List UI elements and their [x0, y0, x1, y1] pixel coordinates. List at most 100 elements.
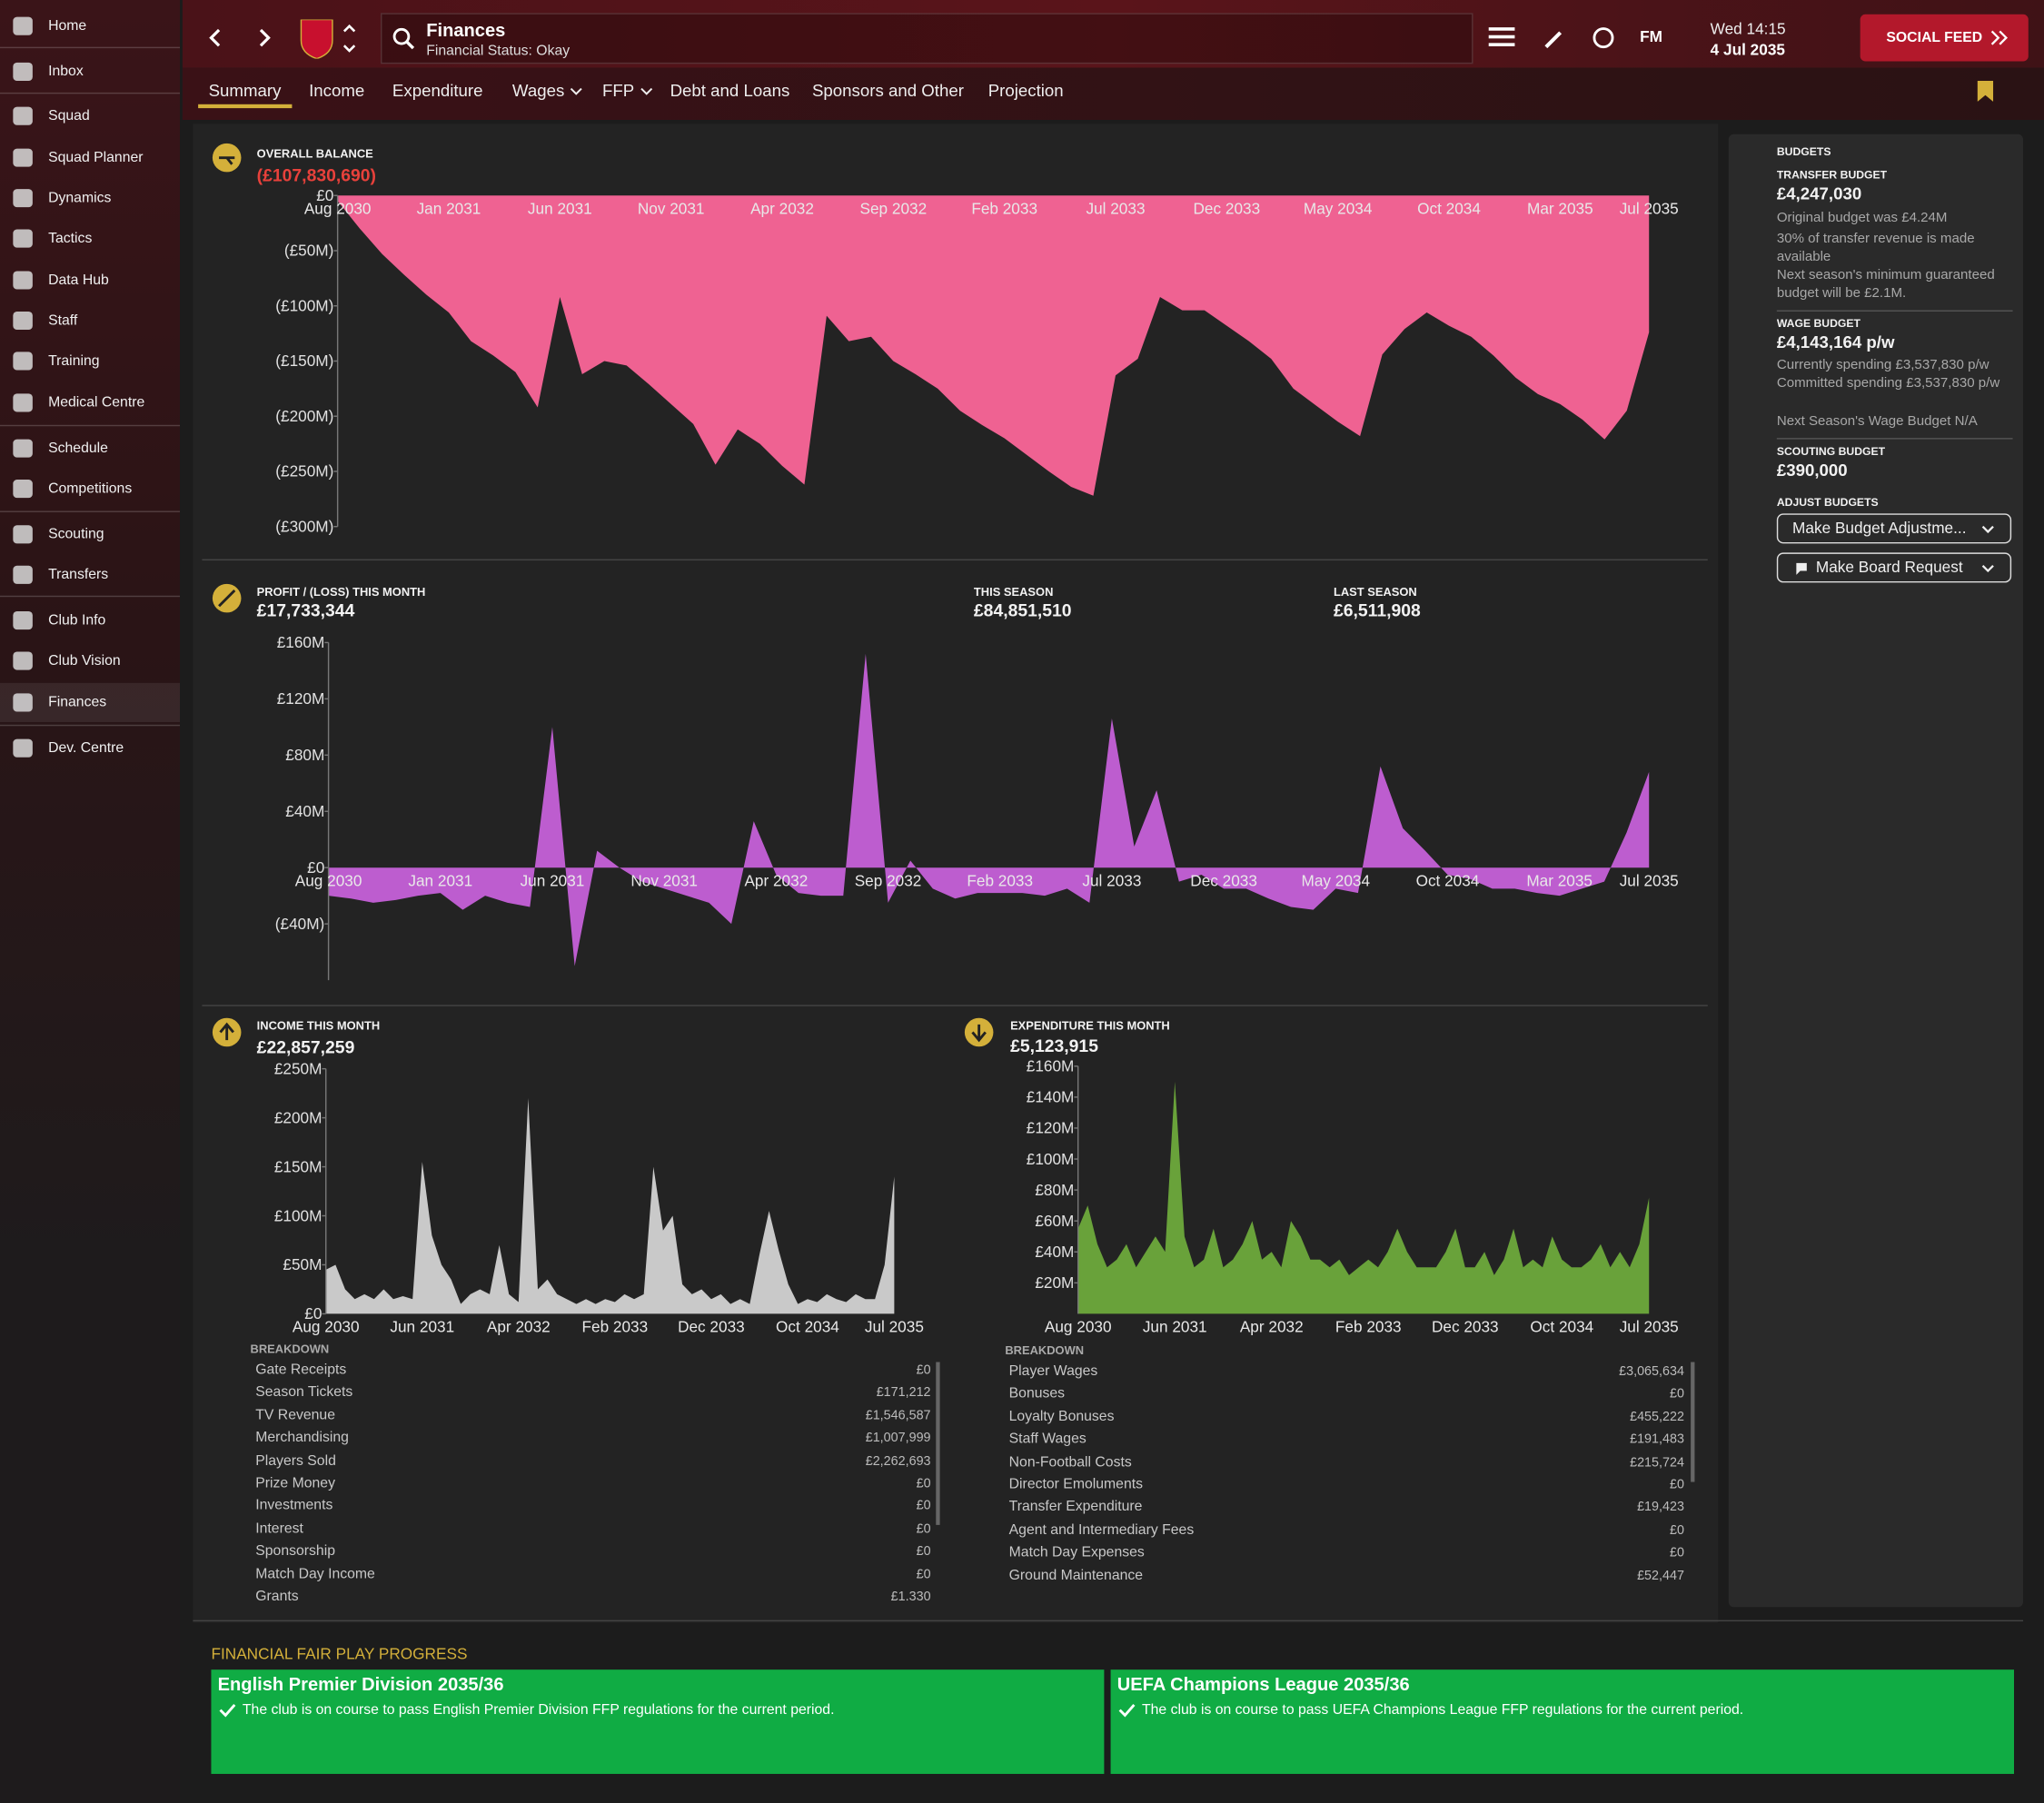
tab[interactable]: Income [309, 80, 365, 101]
clock-date: 4 Jul 2035 [1710, 40, 1785, 59]
breakdown-row: Loyalty Bonuses £455,222 [1009, 1409, 1684, 1431]
fm-label[interactable]: FM [1640, 27, 1663, 46]
ffp-card: UEFA Champions League 2035/36 The club i… [1110, 1669, 2014, 1774]
search-box[interactable]: Finances Financial Status: Okay [381, 13, 1473, 64]
budget-value: £4,247,030 [1776, 183, 1862, 203]
x-tick-label: Jun 2031 [390, 1318, 454, 1336]
x-tick-label: Jul 2033 [1082, 871, 1141, 889]
y-tick-label: £160M [1027, 1057, 1075, 1075]
bookmark-icon[interactable] [1976, 80, 1994, 104]
x-tick-label: Aug 2030 [1045, 1318, 1112, 1336]
nav-icon [13, 106, 33, 125]
x-tick-label: Apr 2032 [1240, 1318, 1304, 1336]
stat-label: LAST SEASON [1334, 585, 1417, 599]
row-value: £0 [1669, 1523, 1684, 1538]
x-tick-label: Oct 2034 [776, 1318, 839, 1336]
y-tick-label: £80M [1035, 1181, 1074, 1199]
top-bar [182, 0, 2044, 68]
scrollbar[interactable] [1691, 1362, 1695, 1482]
tab[interactable]: Sponsors and Other [811, 80, 964, 101]
breakdown-row: Ground Maintenance £52,447 [1009, 1568, 1684, 1590]
nav-item[interactable]: Dev. Centre [0, 728, 180, 768]
nav-icon [13, 271, 33, 290]
nav-item[interactable]: Medical Centre [0, 383, 180, 422]
budget-label: WAGE BUDGET [1776, 316, 1861, 331]
y-tick-label: £0 [316, 186, 333, 204]
social-feed-button[interactable]: SOCIAL FEED [1860, 14, 2029, 62]
row-value: £52,447 [1637, 1569, 1684, 1583]
nav-item[interactable]: Dynamics [0, 179, 180, 218]
chevron [570, 87, 582, 95]
stat-label: THIS SEASON [974, 585, 1054, 599]
y-tick-label: (£40M) [275, 915, 325, 933]
row-value: £0 [916, 1521, 931, 1537]
row-label: Match Day Income [255, 1566, 375, 1582]
divider [1776, 310, 2013, 312]
x-tick-label: Dec 2033 [1432, 1318, 1499, 1336]
nav-label: Dynamics [48, 190, 112, 206]
tab-bar [182, 67, 2044, 121]
breakdown-row: Gate Receipts £0 [255, 1362, 930, 1384]
nav-item[interactable]: Staff [0, 301, 180, 340]
tab[interactable]: Expenditure [392, 80, 483, 101]
breakdown-row: Match Day Expenses £0 [1009, 1545, 1684, 1567]
nav-item[interactable]: Scouting [0, 515, 180, 554]
breakdown-row: Interest £0 [255, 1521, 930, 1542]
nav-controls[interactable] [202, 19, 372, 59]
breakdown-row: Merchandising £1,007,999 [255, 1430, 930, 1451]
breakdown-row: Director Emoluments £0 [1009, 1477, 1684, 1499]
x-tick-label: Aug 2030 [295, 871, 362, 889]
x-tick-label: Aug 2030 [304, 199, 372, 217]
tab[interactable]: Debt and Loans [670, 80, 790, 101]
y-tick-label: (£300M) [275, 517, 333, 535]
nav-icon [13, 229, 33, 248]
scrollbar[interactable] [936, 1362, 940, 1525]
nav-item[interactable]: Squad [0, 96, 180, 135]
tab[interactable]: Summary [208, 80, 282, 101]
row-label: Loyalty Bonuses [1008, 1408, 1115, 1425]
toolbar-icons[interactable] [1486, 24, 1630, 53]
nav-item[interactable]: Transfers [0, 555, 180, 594]
row-label: Grants [255, 1589, 299, 1601]
chevron [640, 87, 652, 95]
page-title: Finances [426, 19, 506, 41]
row-label: Non-Football Costs [1008, 1453, 1132, 1471]
row-value: £171,212 [876, 1385, 931, 1401]
row-value: £191,483 [1630, 1432, 1684, 1448]
y-tick-label: £0 [304, 1304, 322, 1323]
tab[interactable]: Projection [987, 80, 1064, 101]
tab[interactable]: Wages [512, 81, 582, 100]
nav-item[interactable]: Inbox [0, 52, 180, 91]
row-value: £0 [916, 1476, 931, 1491]
nav-item[interactable]: Squad Planner [0, 138, 180, 177]
nav-item[interactable]: Club Vision [0, 641, 180, 680]
nav-item[interactable]: Tactics [0, 219, 180, 258]
y-tick-label: £50M [283, 1255, 322, 1273]
budgets-panel [1728, 134, 2024, 1608]
nav-label: Inbox [48, 64, 84, 80]
row-label: Match Day Expenses [1008, 1544, 1145, 1560]
nav-item[interactable]: Data Hub [0, 261, 180, 300]
nav-item[interactable]: Schedule [0, 429, 180, 468]
nav-item[interactable]: Club Info [0, 601, 180, 640]
row-label: TV Revenue [255, 1407, 336, 1423]
nav-item[interactable]: Training [0, 342, 180, 381]
ffp-card-title: UEFA Champions League 2035/36 [1116, 1673, 1410, 1695]
separator [0, 46, 181, 49]
x-tick-label: Feb 2033 [967, 871, 1033, 889]
nav-item[interactable]: Finances [0, 682, 181, 722]
nav-icon [13, 352, 33, 371]
ffp-card: English Premier Division 2035/36 The clu… [211, 1669, 1105, 1774]
nav-icon [13, 148, 33, 167]
stat-value: £6,511,908 [1334, 601, 1421, 621]
board-request-button[interactable]: Make Board Request [1776, 552, 2012, 583]
check-icon [1118, 1703, 1136, 1718]
nav-item[interactable]: Home [0, 6, 180, 45]
active-tab-underline [198, 104, 293, 109]
tab[interactable]: FFP [602, 81, 652, 100]
budget-adjust-button[interactable]: Make Budget Adjustme... [1776, 513, 2012, 544]
nav-item[interactable]: Competitions [0, 470, 180, 509]
budget-label: TRANSFER BUDGET [1776, 168, 1888, 182]
row-label: Prize Money [255, 1475, 335, 1491]
